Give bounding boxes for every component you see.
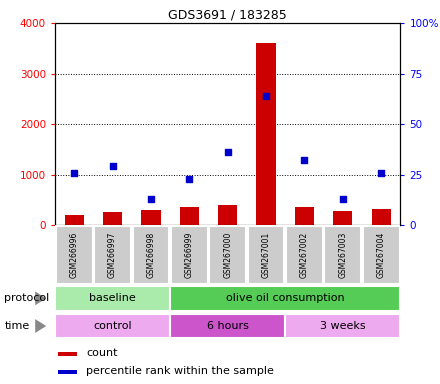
- Point: [301, 157, 308, 164]
- Text: time: time: [4, 321, 29, 331]
- Text: baseline: baseline: [89, 293, 136, 303]
- Text: control: control: [93, 321, 132, 331]
- Bar: [65, 215, 84, 225]
- Bar: [103, 212, 122, 225]
- Text: GSM267000: GSM267000: [223, 232, 232, 278]
- Text: GSM266997: GSM266997: [108, 232, 117, 278]
- Bar: [94, 226, 131, 284]
- Point: [263, 93, 270, 99]
- Title: GDS3691 / 183285: GDS3691 / 183285: [169, 9, 287, 22]
- Bar: [372, 209, 391, 225]
- Point: [186, 175, 193, 182]
- Bar: [59, 370, 77, 374]
- Text: protocol: protocol: [4, 293, 50, 303]
- Point: [109, 163, 116, 169]
- Bar: [286, 226, 323, 284]
- Point: [378, 169, 385, 175]
- Text: GSM267001: GSM267001: [261, 232, 271, 278]
- Bar: [55, 286, 170, 311]
- Text: GSM267002: GSM267002: [300, 232, 309, 278]
- Bar: [363, 226, 400, 284]
- Text: GSM267003: GSM267003: [338, 232, 347, 278]
- Bar: [170, 286, 400, 311]
- Bar: [180, 207, 199, 225]
- Text: percentile rank within the sample: percentile rank within the sample: [86, 366, 274, 376]
- Bar: [295, 207, 314, 225]
- Point: [224, 149, 231, 156]
- Point: [339, 196, 346, 202]
- Bar: [333, 211, 352, 225]
- Bar: [141, 210, 161, 225]
- Text: GSM266998: GSM266998: [147, 232, 155, 278]
- Bar: [248, 226, 285, 284]
- Bar: [171, 226, 208, 284]
- Text: GSM266996: GSM266996: [70, 232, 79, 278]
- Text: GSM266999: GSM266999: [185, 232, 194, 278]
- Text: 6 hours: 6 hours: [207, 321, 249, 331]
- Text: 3 weeks: 3 weeks: [320, 321, 366, 331]
- Point: [147, 196, 154, 202]
- Text: olive oil consumption: olive oil consumption: [226, 293, 345, 303]
- Text: GSM267004: GSM267004: [377, 232, 386, 278]
- Bar: [218, 205, 237, 225]
- Bar: [59, 352, 77, 356]
- Bar: [257, 43, 276, 225]
- Bar: [56, 226, 92, 284]
- Bar: [285, 314, 400, 338]
- Bar: [132, 226, 169, 284]
- Bar: [170, 314, 285, 338]
- Bar: [55, 314, 170, 338]
- Point: [71, 169, 78, 175]
- Bar: [324, 226, 361, 284]
- Bar: [209, 226, 246, 284]
- Text: count: count: [86, 348, 117, 358]
